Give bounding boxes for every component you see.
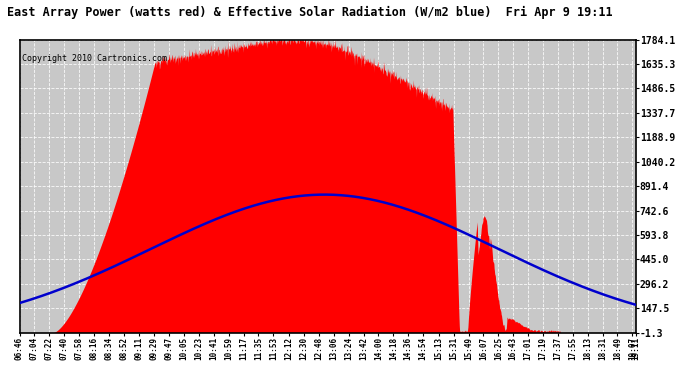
Text: Copyright 2010 Cartronics.com: Copyright 2010 Cartronics.com bbox=[22, 54, 167, 63]
Text: East Array Power (watts red) & Effective Solar Radiation (W/m2 blue)  Fri Apr 9 : East Array Power (watts red) & Effective… bbox=[7, 6, 613, 19]
